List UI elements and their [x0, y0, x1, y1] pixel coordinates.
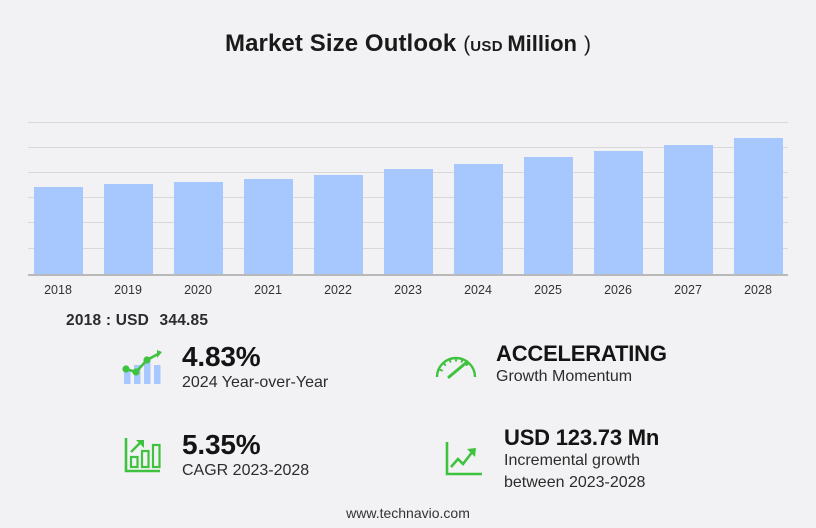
title-unit-currency: USD	[470, 38, 503, 55]
stat-momentum-text: ACCELERATING Growth Momentum	[496, 342, 667, 387]
bar-2026[interactable]	[593, 151, 643, 274]
x-axis-label-2021: 2021	[254, 283, 282, 297]
stat-yoy-text: 4.83% 2024 Year-over-Year	[182, 342, 328, 393]
bar-slot	[448, 118, 508, 274]
bar-slot	[238, 118, 298, 274]
x-axis-label-2020: 2020	[184, 283, 212, 297]
page-title: Market Size Outlook (USD Million)	[0, 30, 816, 58]
bar-series	[28, 118, 788, 274]
bar-2019[interactable]	[103, 184, 153, 274]
x-axis-label-2019: 2019	[114, 283, 142, 297]
stat-incremental-text: USD 123.73 Mn Incremental growth between…	[504, 426, 659, 492]
x-axis-label-2028: 2028	[744, 283, 772, 297]
bar-slot	[168, 118, 228, 274]
line-chart-arrow-icon	[438, 438, 490, 480]
stat-cagr-label: CAGR 2023-2028	[182, 462, 310, 480]
stat-momentum-label: Growth Momentum	[496, 368, 633, 386]
speedometer-icon	[430, 347, 482, 381]
gridline	[28, 147, 788, 148]
stats-grid: 4.83% 2024 Year-over-Year	[0, 340, 816, 505]
stat-yoy-label: 2024 Year-over-Year	[182, 374, 329, 392]
base-year: 2018	[66, 312, 102, 329]
title-paren-close: )	[583, 33, 591, 56]
chart-baseline	[28, 274, 788, 276]
bar-slot	[98, 118, 158, 274]
bar-2020[interactable]	[173, 182, 223, 274]
bar-2024[interactable]	[453, 164, 503, 274]
bar-chart-arrow-icon	[116, 435, 168, 475]
bar-slot	[728, 118, 788, 274]
base-year-value: 2018 : USD 344.85	[66, 312, 208, 330]
bar-2018[interactable]	[33, 187, 83, 274]
bar-slot	[378, 118, 438, 274]
x-axis-label-2025: 2025	[534, 283, 562, 297]
stat-incremental-value: USD 123.73 Mn	[504, 425, 660, 450]
title-paren-open: (	[463, 33, 471, 56]
stat-incremental-label-1: Incremental growth	[504, 452, 641, 470]
bar-slot	[28, 118, 88, 274]
stat-incremental: USD 123.73 Mn Incremental growth between…	[438, 426, 659, 492]
base-amount: 344.85	[159, 312, 209, 329]
stat-momentum: ACCELERATING Growth Momentum	[430, 342, 667, 387]
footer-url: www.technavio.com	[346, 505, 470, 521]
x-axis-labels: 2018 2019 2020 2021 2022 2023 2024 2025 2026 2027…	[28, 283, 788, 297]
x-axis-label-2024: 2024	[464, 283, 492, 297]
gridline	[28, 122, 788, 123]
bar-2027[interactable]	[663, 145, 713, 274]
base-currency: USD	[115, 312, 150, 329]
bar-2028[interactable]	[733, 138, 783, 274]
bar-2023[interactable]	[383, 169, 433, 274]
x-axis-label-2018: 2018	[44, 283, 72, 297]
bar-slot	[518, 118, 578, 274]
x-axis-label-2026: 2026	[604, 283, 632, 297]
base-separator: :	[105, 312, 112, 329]
stat-momentum-value: ACCELERATING	[496, 341, 667, 366]
bar-line-growth-icon	[116, 347, 168, 387]
stat-cagr-value: 5.35%	[182, 429, 261, 460]
bar-slot	[658, 118, 718, 274]
stat-yoy: 4.83% 2024 Year-over-Year	[116, 342, 328, 393]
bar-slot	[588, 118, 648, 274]
title-unit-scale: Million	[507, 31, 577, 56]
stat-cagr-text: 5.35% CAGR 2023-2028	[182, 430, 309, 481]
stat-cagr: 5.35% CAGR 2023-2028	[116, 430, 309, 481]
title-text: Market Size Outlook	[225, 30, 457, 57]
bar-2021[interactable]	[243, 179, 293, 274]
x-axis-label-2027: 2027	[674, 283, 702, 297]
bar-slot	[308, 118, 368, 274]
bar-2022[interactable]	[313, 175, 363, 274]
stat-yoy-value: 4.83%	[182, 341, 261, 372]
bar-2025[interactable]	[523, 157, 573, 274]
x-axis-label-2022: 2022	[324, 283, 352, 297]
stat-incremental-label-2: between 2023-2028	[504, 473, 646, 491]
x-axis-label-2023: 2023	[394, 283, 422, 297]
bar-chart	[28, 118, 788, 276]
